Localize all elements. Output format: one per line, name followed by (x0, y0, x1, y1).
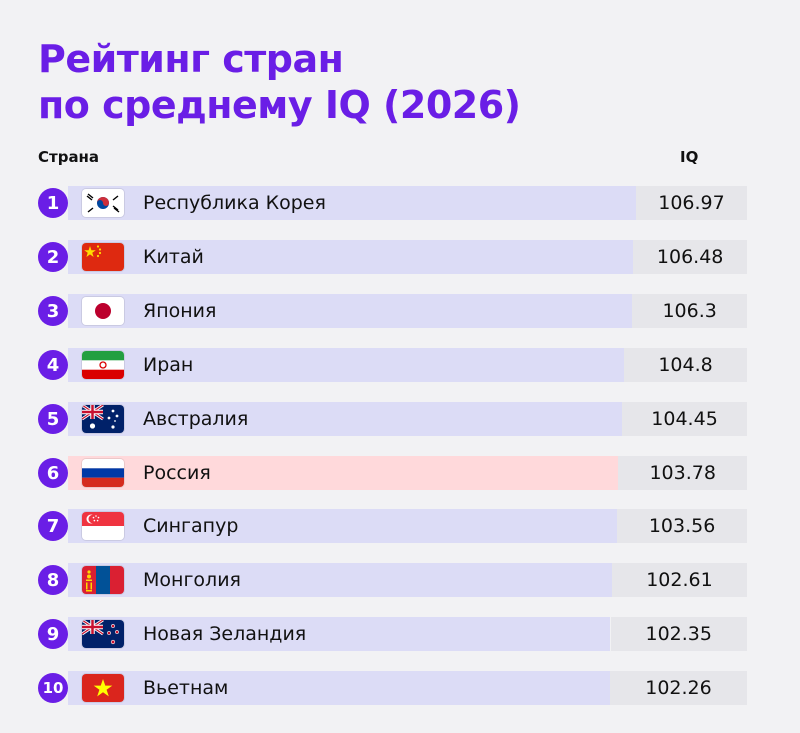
country-label: Сингапур (143, 515, 239, 537)
country-label: Республика Корея (143, 192, 326, 214)
country-label: Монголия (143, 569, 241, 591)
value-label: 103.78 (618, 456, 747, 490)
table-row: 102.35 9 Новая Зеландия (38, 617, 747, 651)
chart-title: Рейтинг стран по среднему IQ (2026) (38, 36, 521, 128)
table-row: 106.48 2 Китай (38, 240, 747, 274)
bar (68, 617, 611, 651)
nz-flag-icon (82, 620, 124, 648)
ir-flag-icon (82, 351, 124, 379)
table-row: 102.26 10 Вьетнам (38, 671, 747, 705)
vn-flag-icon (82, 674, 124, 702)
rank-badge: 10 (38, 673, 68, 703)
value-label: 104.8 (624, 348, 747, 382)
column-header-iq: IQ (680, 148, 699, 166)
table-row: 103.78 6 Россия (38, 456, 747, 490)
sg-flag-icon (82, 512, 124, 540)
table-row: 103.56 7 Сингапур (38, 509, 747, 543)
bar (68, 294, 633, 328)
title-line-1: Рейтинг стран (38, 37, 344, 81)
rank-badge: 8 (38, 565, 68, 595)
country-label: Австралия (143, 408, 249, 430)
rank-badge: 2 (38, 242, 68, 272)
table-row: 104.45 5 Австралия (38, 402, 747, 436)
rank-badge: 3 (38, 296, 68, 326)
country-label: Новая Зеландия (143, 623, 307, 645)
kr-flag-icon (82, 189, 124, 217)
table-row: 104.8 4 Иран (38, 348, 747, 382)
value-label: 102.61 (611, 563, 747, 597)
table-row: 106.3 3 Япония (38, 294, 747, 328)
value-label: 102.26 (610, 671, 747, 705)
value-label: 106.3 (632, 294, 747, 328)
ru-flag-icon (82, 459, 124, 487)
au-flag-icon (82, 405, 124, 433)
table-row: 102.61 8 Монголия (38, 563, 747, 597)
rank-badge: 1 (38, 188, 68, 218)
bar (68, 240, 634, 274)
value-label: 103.56 (617, 509, 747, 543)
country-label: Вьетнам (143, 677, 229, 699)
rank-badge: 4 (38, 350, 68, 380)
jp-flag-icon (82, 297, 124, 325)
value-label: 106.48 (633, 240, 747, 274)
cn-flag-icon (82, 243, 124, 271)
bar (68, 509, 618, 543)
value-label: 106.97 (636, 186, 747, 220)
mn-flag-icon (82, 566, 124, 594)
bar (68, 671, 610, 705)
table-row: 106.97 1 Республика Корея (38, 186, 747, 220)
value-label: 104.45 (622, 402, 747, 436)
bar (68, 348, 625, 382)
country-label: Китай (143, 246, 204, 268)
bar (68, 186, 636, 220)
rank-badge: 5 (38, 404, 68, 434)
rank-badge: 7 (38, 511, 68, 541)
bar (68, 402, 623, 436)
country-label: Япония (143, 300, 217, 322)
value-label: 102.35 (610, 617, 747, 651)
rank-badge: 9 (38, 619, 68, 649)
country-label: Иран (143, 354, 194, 376)
bar (68, 456, 619, 490)
bar (68, 563, 612, 597)
rank-badge: 6 (38, 458, 68, 488)
title-line-2: по среднему IQ (2026) (38, 83, 521, 127)
country-label: Россия (143, 462, 211, 484)
column-header-country: Страна (38, 148, 100, 166)
